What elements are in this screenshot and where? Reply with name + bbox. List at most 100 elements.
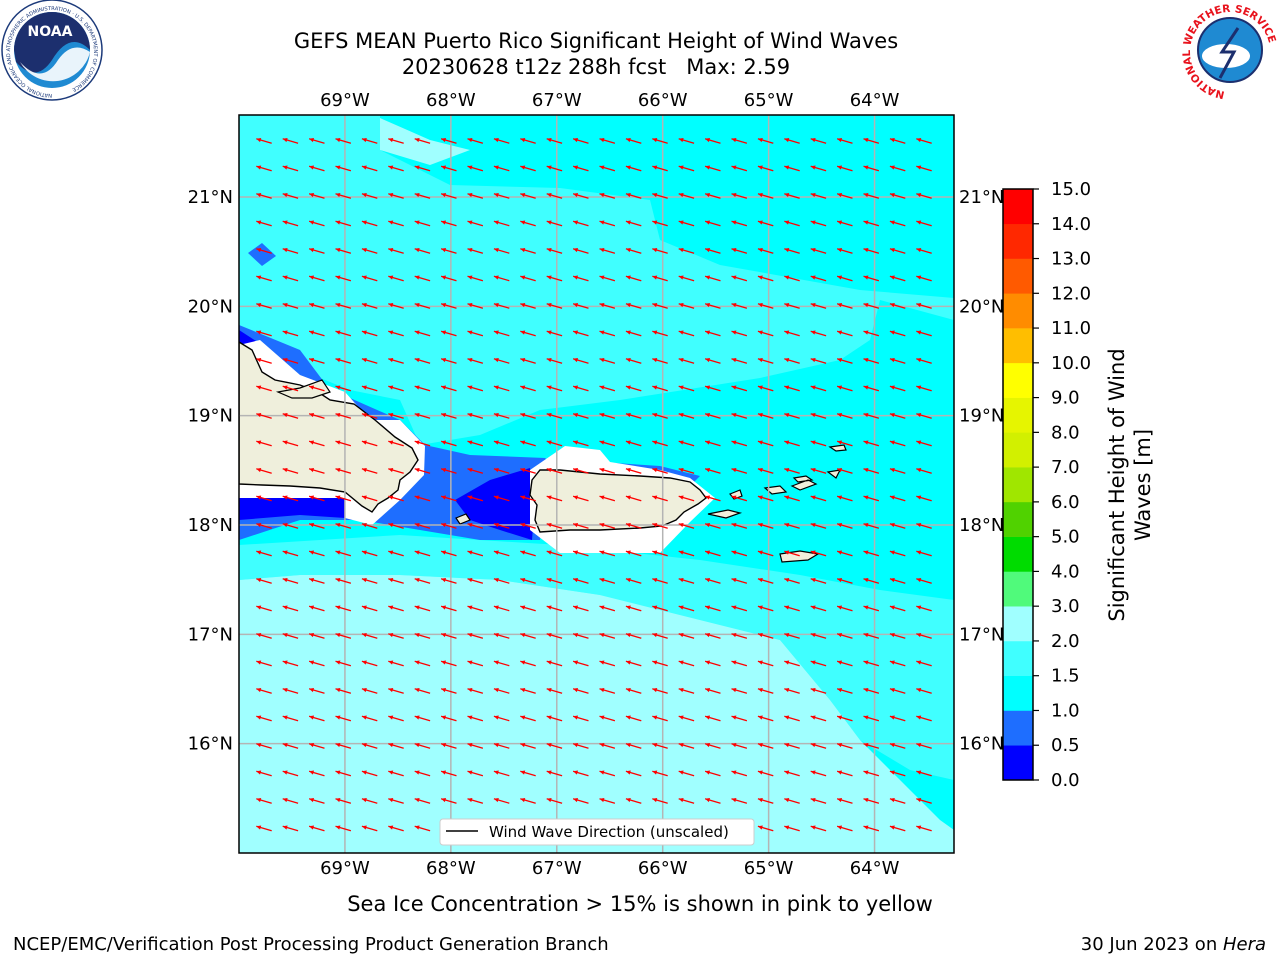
wind-arrow <box>361 330 378 337</box>
colorbar-tick-label-2: 1.0 <box>1051 700 1080 721</box>
wind-arrow <box>414 632 431 639</box>
wind-arrow <box>282 687 299 694</box>
wind-arrow <box>810 330 827 337</box>
wind-arrow <box>282 302 299 309</box>
wind-arrow <box>836 192 853 199</box>
wind-arrow <box>546 742 563 749</box>
colorbar <box>1002 188 1034 781</box>
wind-arrow <box>599 440 616 447</box>
wind-arrow <box>308 632 325 639</box>
wind-arrow <box>704 495 721 502</box>
wind-arrow <box>836 302 853 309</box>
lon-label-bottom-2: 67°W <box>532 858 582 879</box>
wind-arrow <box>678 715 695 722</box>
wind-arrow <box>889 605 906 612</box>
wind-arrow <box>652 192 668 199</box>
wind-arrow <box>335 357 352 364</box>
wind-arrow <box>572 550 589 557</box>
wind-arrow <box>836 742 853 749</box>
wind-arrow <box>467 605 484 612</box>
wind-arrow <box>704 330 721 337</box>
wind-arrow <box>916 770 932 777</box>
wind-arrow <box>388 715 404 722</box>
wind-arrow <box>889 550 906 557</box>
wind-arrow <box>836 825 853 832</box>
lon-label-top-4: 65°W <box>744 90 794 111</box>
colorbar-segment-8 <box>1003 467 1033 503</box>
wind-arrow <box>520 137 536 144</box>
wind-arrow <box>414 137 431 144</box>
wind-arrow <box>731 632 748 639</box>
lon-label-bottom-3: 66°W <box>638 858 688 879</box>
wind-arrow <box>388 770 404 777</box>
wind-arrow <box>889 165 906 172</box>
wind-arrow <box>625 385 642 392</box>
wind-arrow <box>493 412 510 419</box>
wind-arrow <box>889 412 906 419</box>
wind-arrow <box>308 137 325 144</box>
wind-arrow <box>678 797 695 804</box>
footer-host: Hera <box>1223 934 1266 955</box>
wind-arrow <box>731 357 748 364</box>
wind-arrow <box>493 302 510 309</box>
wind-arrow <box>256 385 272 392</box>
wind-arrow <box>414 605 431 612</box>
wind-arrow <box>625 330 642 337</box>
wind-arrow <box>282 440 299 447</box>
wind-arrow <box>414 220 431 227</box>
wind-arrow <box>889 192 906 199</box>
lat-label-left-5: 16°N <box>188 734 233 755</box>
wind-arrow <box>572 165 589 172</box>
wind-arrow <box>889 275 906 282</box>
wind-arrow <box>546 137 563 144</box>
wind-arrow <box>493 137 510 144</box>
wind-arrow <box>678 742 695 749</box>
wind-arrow <box>467 440 484 447</box>
wind-arrow <box>335 220 352 227</box>
lon-label-top-3: 66°W <box>638 90 688 111</box>
land-hispaniola-north-coast <box>275 379 331 399</box>
wind-arrow <box>256 467 272 474</box>
wind-arrow <box>916 412 932 419</box>
wind-arrow <box>784 412 800 419</box>
wind-arrow <box>282 825 299 832</box>
wind-arrow <box>599 357 616 364</box>
wind-arrow <box>493 467 510 474</box>
wind-arrow <box>916 825 932 832</box>
wind-arrow <box>388 632 404 639</box>
colorbar-tick-label-4: 2.0 <box>1051 631 1080 652</box>
wind-arrow <box>388 247 404 254</box>
wind-arrow <box>335 385 352 392</box>
wind-arrow <box>625 220 642 227</box>
wind-arrow <box>335 440 352 447</box>
wind-arrow <box>335 275 352 282</box>
wind-arrow <box>520 412 536 419</box>
wind-arrow <box>731 412 748 419</box>
wind-arrow <box>335 605 352 612</box>
wind-arrow <box>493 660 510 667</box>
wind-arrow <box>784 220 800 227</box>
map-gridlines <box>239 115 954 853</box>
wind-arrow <box>836 495 853 502</box>
wind-arrow <box>652 302 668 309</box>
colorbar-tick-label-3: 1.5 <box>1051 666 1080 687</box>
wind-arrow <box>256 687 272 694</box>
wind-arrow <box>757 165 774 172</box>
wind-arrow <box>757 770 774 777</box>
wind-arrow <box>916 687 932 694</box>
wind-arrow <box>784 797 800 804</box>
wind-arrow <box>810 577 827 584</box>
wind-arrow <box>599 550 616 557</box>
wind-arrow <box>572 357 589 364</box>
wind-arrow <box>388 412 404 419</box>
wind-arrow <box>704 660 721 667</box>
chart-title-line2: 20230628 t12z 288h fcst Max: 2.59 <box>402 55 790 79</box>
wind-arrow <box>308 742 325 749</box>
wind-arrow <box>916 330 932 337</box>
wind-arrow <box>520 330 536 337</box>
wind-arrow <box>335 495 352 502</box>
wind-arrow <box>282 192 299 199</box>
wind-arrow <box>256 220 272 227</box>
colorbar-segment-16 <box>1003 189 1033 225</box>
wind-arrow <box>335 522 352 529</box>
